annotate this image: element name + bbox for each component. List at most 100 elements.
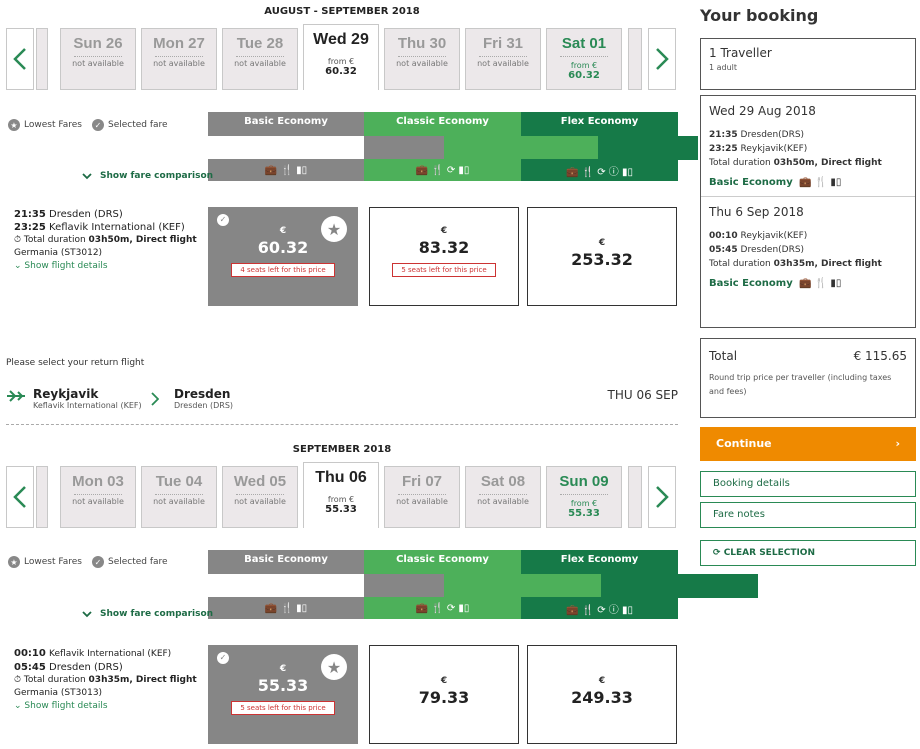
date-sat-01[interactable]: Sat 01 from €60.32 <box>546 28 622 90</box>
date-mon-27[interactable]: Mon 27 not available <box>141 28 217 90</box>
day-status: not available <box>477 497 529 506</box>
chevron-down-icon: ⌄ <box>14 261 22 271</box>
fare-basic-header[interactable]: Basic Economy <box>208 550 364 574</box>
show-flight-details-link[interactable]: ⌄ Show flight details <box>14 260 204 273</box>
day-label: Wed 29 <box>313 31 369 48</box>
check-icon: ✓ <box>217 652 229 664</box>
price-amount: 55.33 <box>257 676 309 695</box>
inbound-month-label: SEPTEMBER 2018 <box>292 444 392 455</box>
date-thu-30[interactable]: Thu 30 not available <box>384 28 460 90</box>
fare-compare-bar <box>601 574 758 598</box>
outbound-dep-place: Dresden(DRS) <box>740 130 805 140</box>
price-currency: € <box>440 676 448 686</box>
date-sat-08[interactable]: Sat 08 not available <box>465 466 541 528</box>
arr-place: Dresden (DRS) <box>49 662 123 673</box>
return-arr-place: Dresden(DRS) <box>740 245 805 255</box>
legend-selected-label: Selected fare <box>108 557 168 567</box>
route-destination: Dresden Dresden (DRS) <box>174 387 233 410</box>
fare-flex-icons: 💼 🍴 ⟳ ⓘ ▮▯ <box>521 597 678 619</box>
date-tue-28[interactable]: Tue 28 not available <box>222 28 298 90</box>
date-fri-07[interactable]: Fri 07 not available <box>384 466 460 528</box>
fare-classic-header[interactable]: Classic Economy <box>364 112 521 136</box>
date-sun-26[interactable]: Sun 26 not available <box>60 28 136 90</box>
show-flight-details-link[interactable]: ⌄ Show flight details <box>14 700 204 713</box>
price-flex[interactable]: € 253.32 <box>527 207 677 306</box>
chevron-right-icon <box>656 486 669 508</box>
day-label: Mon 27 <box>153 35 205 52</box>
inbound-flight-info: 00:10 Keflavik International (KEF) 05:45… <box>14 647 204 713</box>
price-classic[interactable]: € 83.32 5 seats left for this price <box>369 207 519 306</box>
dep-place: Dresden (DRS) <box>49 209 123 220</box>
day-label: Fri 07 <box>401 473 443 490</box>
check-icon: ✓ <box>217 214 229 226</box>
fare-flex-header[interactable]: Flex Economy <box>521 550 678 574</box>
fare-basic-header[interactable]: Basic Economy <box>208 112 364 136</box>
chevron-down-icon <box>82 172 92 179</box>
date-mon-03[interactable]: Mon 03 not available <box>60 466 136 528</box>
traveller-box[interactable]: 1 Traveller 1 adult <box>700 38 916 90</box>
outbound-fare: Basic Economy <box>709 177 793 188</box>
fare-compare-bar <box>598 136 698 160</box>
star-icon: ★ <box>321 654 347 680</box>
outbound-next-arrow[interactable] <box>648 28 676 90</box>
show-fare-comparison-link[interactable]: Show fare comparison <box>82 171 213 181</box>
clock-icon: ⏱ <box>14 675 22 685</box>
date-wed-29-selected[interactable]: Wed 29 from €60.32 <box>303 24 379 90</box>
fare-classic-header[interactable]: Classic Economy <box>364 550 521 574</box>
carrier: Germania (ST3012) <box>14 248 103 258</box>
outbound-arr-place: Reykjavik(KEF) <box>740 144 808 154</box>
check-icon: ✓ <box>92 556 104 568</box>
day-status: not available <box>396 497 448 506</box>
price-amount: 253.32 <box>571 250 633 269</box>
show-fare-comparison-link[interactable]: Show fare comparison <box>82 609 213 619</box>
fare-classic-icons: 💼 🍴 ⟳ ▮▯ <box>364 597 521 619</box>
day-price: 55.33 <box>325 504 357 515</box>
duration-label: Total duration <box>23 675 86 685</box>
day-price: 60.32 <box>568 70 600 81</box>
legend-lowest-label: Lowest Fares <box>24 557 82 567</box>
day-status: not available <box>396 59 448 68</box>
outbound-dep-time: 21:35 <box>709 130 738 140</box>
day-status: not available <box>72 497 124 506</box>
chevron-right-icon <box>656 48 669 70</box>
day-label: Thu 06 <box>315 469 367 486</box>
outbound-date: Wed 29 Aug 2018 <box>709 104 816 118</box>
date-wed-05[interactable]: Wed 05 not available <box>222 466 298 528</box>
date-fri-31[interactable]: Fri 31 not available <box>465 28 541 90</box>
day-stub <box>628 28 642 90</box>
return-duration: 03h35m, Direct flight <box>773 259 882 269</box>
continue-button[interactable]: Continue › <box>700 427 916 461</box>
inbound-prev-arrow[interactable] <box>6 466 34 528</box>
date-sun-09[interactable]: Sun 09 from €55.33 <box>546 466 622 528</box>
price-amount: 83.32 <box>418 238 470 257</box>
outbound-prev-arrow[interactable] <box>6 28 34 90</box>
clear-selection-button[interactable]: ⟳ CLEAR SELECTION <box>700 540 916 566</box>
price-flex[interactable]: € 249.33 <box>527 645 677 744</box>
fare-notes-link[interactable]: Fare notes <box>700 502 916 528</box>
day-stub <box>628 466 642 528</box>
day-from: from € <box>327 57 355 66</box>
date-tue-04[interactable]: Tue 04 not available <box>141 466 217 528</box>
return-date-side: Thu 6 Sep 2018 <box>709 205 804 219</box>
sidebar-title: Your booking <box>700 6 819 25</box>
outbound-arr-time: 23:25 <box>709 144 738 154</box>
fare-flex-header[interactable]: Flex Economy <box>521 112 678 136</box>
total-box: Total € 115.65 Round trip price per trav… <box>700 338 916 418</box>
booking-details-link[interactable]: Booking details <box>700 471 916 497</box>
price-basic-selected[interactable]: ✓ ★ € 60.32 4 seats left for this price <box>208 207 358 306</box>
chevron-right-icon <box>151 392 160 409</box>
day-label: Sun 09 <box>559 473 609 490</box>
date-thu-06-selected[interactable]: Thu 06 from €55.33 <box>303 462 379 528</box>
day-status: not available <box>234 59 286 68</box>
price-classic[interactable]: € 79.33 <box>369 645 519 744</box>
return-dep-time: 00:10 <box>709 231 738 241</box>
carrier: Germania (ST3013) <box>14 688 103 698</box>
fare-compare-bar <box>521 136 598 160</box>
outbound-flight-info: 21:35 Dresden (DRS) 23:25 Keflavik Inter… <box>14 208 204 273</box>
show-fare-comparison-label: Show fare comparison <box>100 171 214 181</box>
star-icon: ★ <box>8 556 20 568</box>
price-basic-selected[interactable]: ✓ ★ € 55.33 5 seats left for this price <box>208 645 358 744</box>
return-date: THU 06 SEP <box>607 388 678 402</box>
day-label: Thu 30 <box>397 35 447 52</box>
inbound-next-arrow[interactable] <box>648 466 676 528</box>
